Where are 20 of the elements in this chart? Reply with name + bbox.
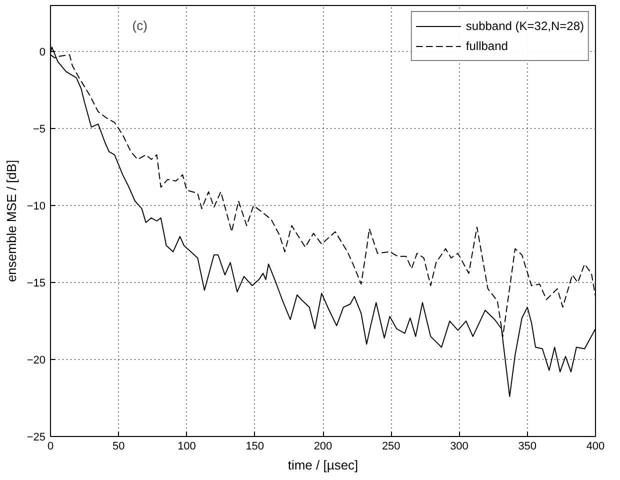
legend-label: subband (K=32,N=28) [466,19,584,33]
x-axis-title: time / [µsec] [288,458,358,472]
y-tick-label: −25 [26,432,46,444]
annotation: (c) [132,18,148,34]
x-tick-label: 200 [314,440,332,452]
x-tick-label: 50 [112,440,125,452]
y-tick-label: −20 [26,354,46,367]
y-axis-title: ensemble MSE / [dB] [4,160,19,282]
x-tick-label: 0 [47,440,54,452]
y-tick-label: 0 [39,46,46,59]
x-tick-label: 150 [246,440,264,452]
legend-label: fullband [466,39,508,53]
x-tick-label: 350 [518,440,537,452]
y-tick-label: −10 [26,200,46,213]
y-tick-label: −15 [26,278,46,290]
x-tick-label: 250 [382,440,400,452]
x-tick-label: 100 [178,440,196,452]
y-tick-label: −5 [32,124,46,136]
x-tick-label: 300 [450,440,468,452]
x-tick-label: 400 [586,440,605,452]
